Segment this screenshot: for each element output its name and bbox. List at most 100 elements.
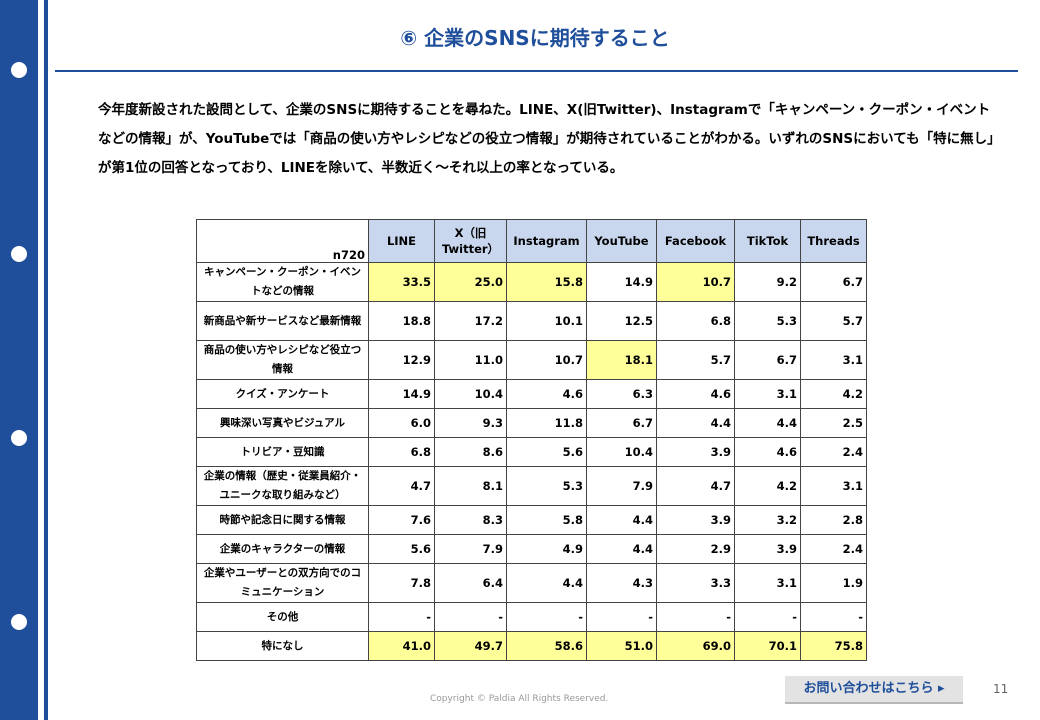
value-cell: 41.0: [368, 631, 435, 661]
page-number: 11: [993, 682, 1009, 696]
value-cell: 5.3: [734, 301, 801, 341]
value-cell: 2.9: [656, 534, 735, 564]
table-row: 時節や記念日に関する情報 7.6 8.3 5.8 4.4 3.9 3.2 2.8: [196, 505, 867, 535]
page-title: ⑥ 企業のSNSに期待すること: [400, 26, 670, 50]
value-cell: -: [434, 602, 507, 632]
value-cell: 4.4: [586, 534, 657, 564]
sns-expectation-table: n720 LINE X（旧Twitter） Instagram YouTube …: [196, 219, 867, 661]
column-header: Facebook: [656, 219, 735, 263]
row-label: 企業やユーザーとの双方向でのコミュニケーション: [196, 563, 369, 603]
value-cell: 5.6: [368, 534, 435, 564]
row-label: 興味深い写真やビジュアル: [196, 408, 369, 438]
value-cell: 3.1: [734, 379, 801, 409]
value-cell: 15.8: [506, 262, 587, 302]
row-label: 商品の使い方やレシピなど役立つ情報: [196, 340, 369, 380]
table-row: 企業の情報（歴史・従業員紹介・ユニークな取り組みなど） 4.7 8.1 5.3 7.9 4…: [196, 466, 867, 506]
value-cell: 10.4: [434, 379, 507, 409]
value-cell: 11.8: [506, 408, 587, 438]
value-cell: 49.7: [434, 631, 507, 661]
table-row: 企業のキャラクターの情報 5.6 7.9 4.9 4.4 2.9 3.9 2.4: [196, 534, 867, 564]
value-cell: 8.1: [434, 466, 507, 506]
value-cell: 3.9: [656, 505, 735, 535]
value-cell: 75.8: [800, 631, 867, 661]
value-cell: 3.1: [800, 466, 867, 506]
column-header: TikTok: [734, 219, 801, 263]
value-cell: 7.9: [434, 534, 507, 564]
column-header: Threads: [800, 219, 867, 263]
table-row: 商品の使い方やレシピなど役立つ情報 12.9 11.0 10.7 18.1 5.7 6.7 3…: [196, 340, 867, 380]
table-row: 新商品や新サービスなど最新情報 18.8 17.2 10.1 12.5 6.8 5.3 5.7: [196, 301, 867, 341]
left-binder-bar: [0, 0, 38, 720]
row-label: その他: [196, 602, 369, 632]
value-cell: 5.6: [506, 437, 587, 467]
row-label: クイズ・アンケート: [196, 379, 369, 409]
row-label: 新商品や新サービスなど最新情報: [196, 301, 369, 341]
value-cell: -: [586, 602, 657, 632]
value-cell: 14.9: [586, 262, 657, 302]
value-cell: 25.0: [434, 262, 507, 302]
column-header: YouTube: [586, 219, 657, 263]
value-cell: 4.4: [734, 408, 801, 438]
value-cell: 18.8: [368, 301, 435, 341]
value-cell: 5.7: [656, 340, 735, 380]
value-cell: 6.3: [586, 379, 657, 409]
table-row: 企業やユーザーとの双方向でのコミュニケーション 7.8 6.4 4.4 4.3 3.3 3.…: [196, 563, 867, 603]
value-cell: 3.1: [734, 563, 801, 603]
value-cell: 58.6: [506, 631, 587, 661]
row-label: 企業のキャラクターの情報: [196, 534, 369, 564]
value-cell: 4.4: [586, 505, 657, 535]
value-cell: 4.4: [506, 563, 587, 603]
value-cell: 6.0: [368, 408, 435, 438]
value-cell: 2.5: [800, 408, 867, 438]
table-row: その他 - - - - - - -: [196, 602, 867, 632]
value-cell: -: [368, 602, 435, 632]
value-cell: 33.5: [368, 262, 435, 302]
table-row: 興味深い写真やビジュアル 6.0 9.3 11.8 6.7 4.4 4.4 2.5: [196, 408, 867, 438]
table-row: トリビア・豆知識 6.8 8.6 5.6 10.4 3.9 4.6 2.4: [196, 437, 867, 467]
value-cell: 3.9: [656, 437, 735, 467]
column-header: Instagram: [506, 219, 587, 263]
value-cell: 2.4: [800, 437, 867, 467]
value-cell: 51.0: [586, 631, 657, 661]
table-row: クイズ・アンケート 14.9 10.4 4.6 6.3 4.6 3.1 4.2: [196, 379, 867, 409]
value-cell: 9.2: [734, 262, 801, 302]
value-cell: 2.4: [800, 534, 867, 564]
value-cell: 5.3: [506, 466, 587, 506]
value-cell: 6.7: [800, 262, 867, 302]
value-cell: 4.6: [734, 437, 801, 467]
value-cell: 18.1: [586, 340, 657, 380]
value-cell: 4.7: [656, 466, 735, 506]
table-row: キャンペーン・クーポン・イベントなどの情報 33.5 25.0 15.8 14.9 10.…: [196, 262, 867, 302]
value-cell: 3.1: [800, 340, 867, 380]
value-cell: 10.7: [506, 340, 587, 380]
value-cell: 4.9: [506, 534, 587, 564]
value-cell: 4.4: [656, 408, 735, 438]
value-cell: 9.3: [434, 408, 507, 438]
value-cell: 10.7: [656, 262, 735, 302]
value-cell: 5.7: [800, 301, 867, 341]
binder-hole: [11, 62, 27, 78]
column-header: X（旧Twitter）: [434, 219, 507, 263]
value-cell: 6.7: [586, 408, 657, 438]
row-label: 特になし: [196, 631, 369, 661]
binder-hole: [11, 614, 27, 630]
value-cell: 4.6: [656, 379, 735, 409]
value-cell: 3.3: [656, 563, 735, 603]
sample-size-cell: n720: [196, 219, 369, 263]
value-cell: 6.7: [734, 340, 801, 380]
table-header-row: n720 LINE X（旧Twitter） Instagram YouTube …: [196, 219, 867, 263]
value-cell: 17.2: [434, 301, 507, 341]
value-cell: 70.1: [734, 631, 801, 661]
value-cell: 12.9: [368, 340, 435, 380]
value-cell: 5.8: [506, 505, 587, 535]
value-cell: 4.7: [368, 466, 435, 506]
value-cell: 4.6: [506, 379, 587, 409]
value-cell: 2.8: [800, 505, 867, 535]
contact-button[interactable]: お問い合わせはこちら ▸: [785, 676, 963, 704]
copyright-notice: Copyright © Paldia All Rights Reserved.: [430, 694, 609, 704]
value-cell: -: [734, 602, 801, 632]
value-cell: 10.4: [586, 437, 657, 467]
value-cell: 8.3: [434, 505, 507, 535]
value-cell: 10.1: [506, 301, 587, 341]
value-cell: 8.6: [434, 437, 507, 467]
